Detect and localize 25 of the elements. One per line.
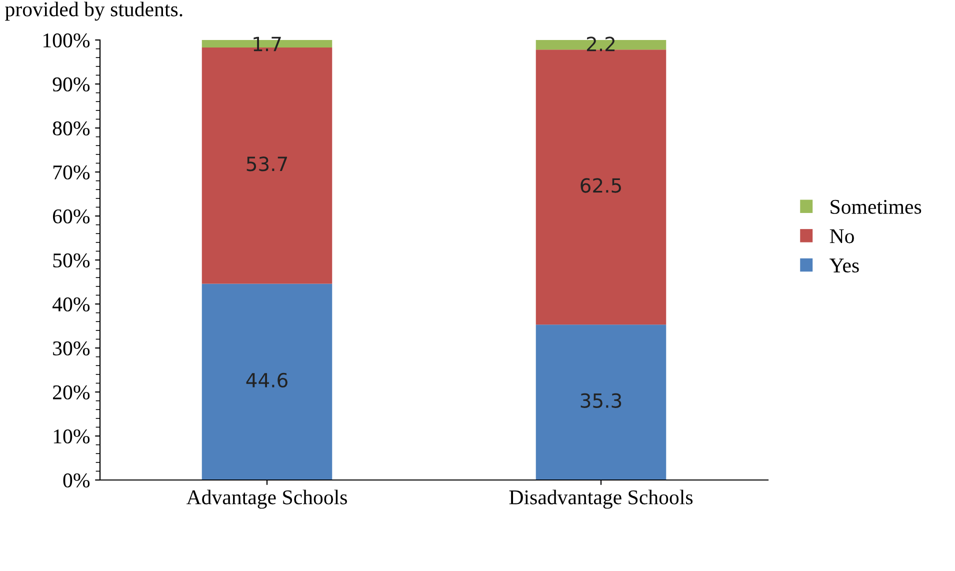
bar — [202, 284, 332, 480]
y-tick-label: 70% — [53, 165, 90, 180]
x-tick-label: Advantage Schools — [186, 490, 347, 509]
data-label: 35.3 — [580, 393, 622, 408]
y-tick-label: 0% — [63, 473, 90, 488]
y-tick-label: 80% — [52, 121, 90, 136]
data-label: 44.6 — [246, 372, 288, 388]
y-tick-label: 60% — [52, 209, 90, 224]
legend-label: Yes — [830, 258, 859, 273]
y-tick-label: 50% — [53, 253, 90, 268]
x-tick-label: Disadvantage Schools — [509, 490, 693, 509]
bar — [536, 324, 666, 480]
text: provided by students. — [5, 2, 182, 21]
y-tick-label: 30% — [53, 341, 90, 356]
legend-label: No — [830, 229, 854, 244]
y-tick-label: 100% — [44, 33, 90, 48]
bar — [536, 50, 666, 325]
data-label: 53.7 — [246, 156, 287, 172]
y-tick-label: 90% — [52, 77, 90, 92]
data-label: 2.2 — [586, 36, 615, 52]
data-label: 62.5 — [580, 178, 621, 193]
y-tick-label: 20% — [53, 385, 90, 400]
legend-label: Sometimes — [830, 200, 922, 214]
y-tick-label: 10% — [54, 429, 90, 444]
y-tick-label: 40% — [52, 297, 90, 312]
